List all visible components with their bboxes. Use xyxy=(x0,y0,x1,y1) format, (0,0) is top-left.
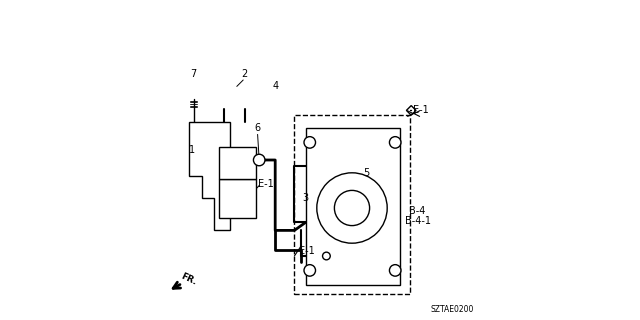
Text: B-4-1: B-4-1 xyxy=(404,216,431,226)
Circle shape xyxy=(389,137,401,148)
Polygon shape xyxy=(406,106,416,115)
Text: 7: 7 xyxy=(191,68,196,79)
Circle shape xyxy=(323,252,330,260)
Text: 7: 7 xyxy=(349,228,355,239)
Polygon shape xyxy=(189,122,230,230)
Circle shape xyxy=(389,265,401,276)
Text: 1: 1 xyxy=(189,145,195,156)
Circle shape xyxy=(304,137,316,148)
Text: 2: 2 xyxy=(242,68,248,79)
Circle shape xyxy=(317,173,387,243)
Bar xyxy=(294,115,410,294)
Circle shape xyxy=(304,265,316,276)
Bar xyxy=(219,179,256,218)
Text: 3: 3 xyxy=(303,193,308,204)
Text: E-1: E-1 xyxy=(300,246,315,256)
Bar xyxy=(219,147,256,179)
Text: 4: 4 xyxy=(272,81,278,92)
Text: E-1: E-1 xyxy=(258,179,273,189)
Text: SZTAE0200: SZTAE0200 xyxy=(430,305,474,314)
Circle shape xyxy=(334,190,370,226)
Bar xyxy=(306,128,400,285)
Text: E-1: E-1 xyxy=(413,105,429,116)
Text: 6: 6 xyxy=(255,123,260,133)
Text: FR.: FR. xyxy=(179,271,198,286)
Text: 5: 5 xyxy=(364,168,369,178)
Text: B-4: B-4 xyxy=(410,206,426,216)
Circle shape xyxy=(253,154,265,166)
